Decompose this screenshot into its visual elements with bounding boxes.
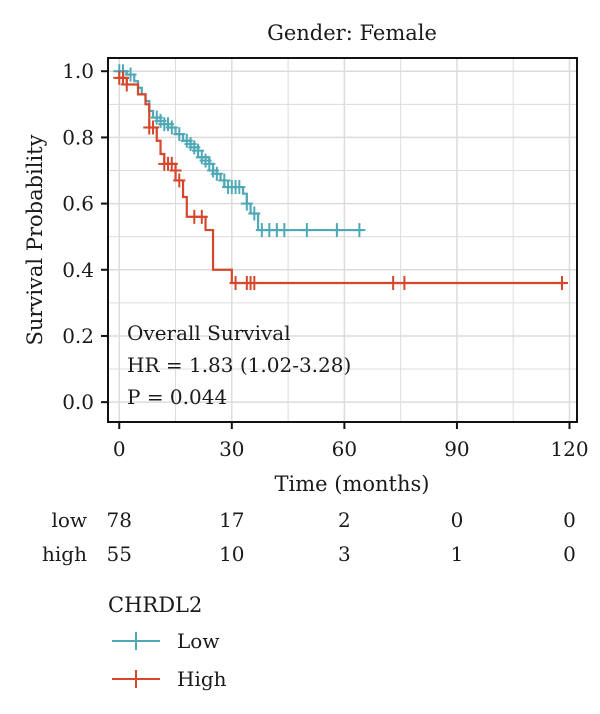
risk-row-label: low (51, 508, 87, 532)
censor-mark-high (555, 276, 568, 291)
plot-border (107, 57, 578, 423)
legend-item-low: Low (112, 629, 219, 653)
censor-mark-low (233, 180, 246, 195)
grid-lines (108, 58, 577, 422)
legend-label-low: Low (177, 629, 219, 653)
y-tick-label: 0.0 (62, 390, 94, 414)
censor-mark-high (147, 120, 160, 135)
risk-count: 1 (451, 542, 464, 566)
legend-label-high: High (177, 667, 227, 691)
y-tick-label: 0.8 (62, 125, 94, 149)
censor-mark-low (330, 223, 343, 238)
risk-count: 0 (451, 508, 464, 532)
censor-mark-high (387, 276, 400, 291)
survival-curves (113, 64, 568, 291)
x-tick-label: 30 (219, 437, 244, 461)
censor-mark-low (165, 120, 178, 135)
x-axis-label: Time (months) (275, 472, 430, 496)
risk-count: 55 (107, 542, 132, 566)
y-tick-label: 0.2 (62, 324, 94, 348)
y-tick-label: 1.0 (62, 59, 94, 83)
x-tick-label: 60 (332, 437, 357, 461)
y-axis-label: Survival Probability (23, 134, 47, 345)
censor-mark-low (248, 206, 261, 221)
censor-mark-low (240, 196, 253, 211)
hr-annotation-title: Overall Survival (127, 321, 291, 345)
censor-mark-high (229, 276, 242, 291)
x-tick-label: 0 (113, 437, 126, 461)
axes: 0 30 60 90 120 0.0 0.2 0.4 0.6 0.8 1.0 (62, 59, 588, 461)
censor-mark-high (169, 163, 182, 178)
legend: Low High (112, 629, 227, 691)
y-tick-label: 0.6 (62, 192, 94, 216)
risk-count: 3 (338, 542, 351, 566)
censor-mark-high (248, 276, 261, 291)
censor-mark-low (210, 166, 223, 181)
risk-count: 78 (107, 508, 132, 532)
risk-count: 0 (563, 542, 576, 566)
risk-count: 0 (563, 508, 576, 532)
censor-mark-low (300, 223, 313, 238)
legend-title: CHRDL2 (108, 593, 202, 617)
censor-mark-low (124, 67, 137, 82)
censor-mark-high (398, 276, 411, 291)
p-value-annotation: P = 0.044 (127, 385, 227, 409)
y-tick-label: 0.4 (62, 258, 94, 282)
censor-mark-high (120, 77, 133, 92)
hr-annotation-value: HR = 1.83 (1.02-3.28) (127, 353, 351, 377)
risk-count: 2 (338, 508, 351, 532)
risk-count: 17 (219, 508, 244, 532)
legend-item-high: High (112, 667, 227, 691)
risk-row-label: high (42, 542, 87, 566)
x-tick-label: 90 (444, 437, 469, 461)
censor-mark-low (173, 127, 186, 142)
plot-panel (108, 58, 577, 422)
chart-title: Gender: Female (267, 21, 437, 45)
risk-count: 10 (219, 542, 244, 566)
censor-mark-high (195, 209, 208, 224)
survival-curve-low (119, 70, 364, 232)
censor-mark-high (173, 173, 186, 188)
censor-mark-low (278, 223, 291, 238)
censor-mark-low (353, 223, 366, 238)
x-tick-label: 120 (550, 437, 588, 461)
